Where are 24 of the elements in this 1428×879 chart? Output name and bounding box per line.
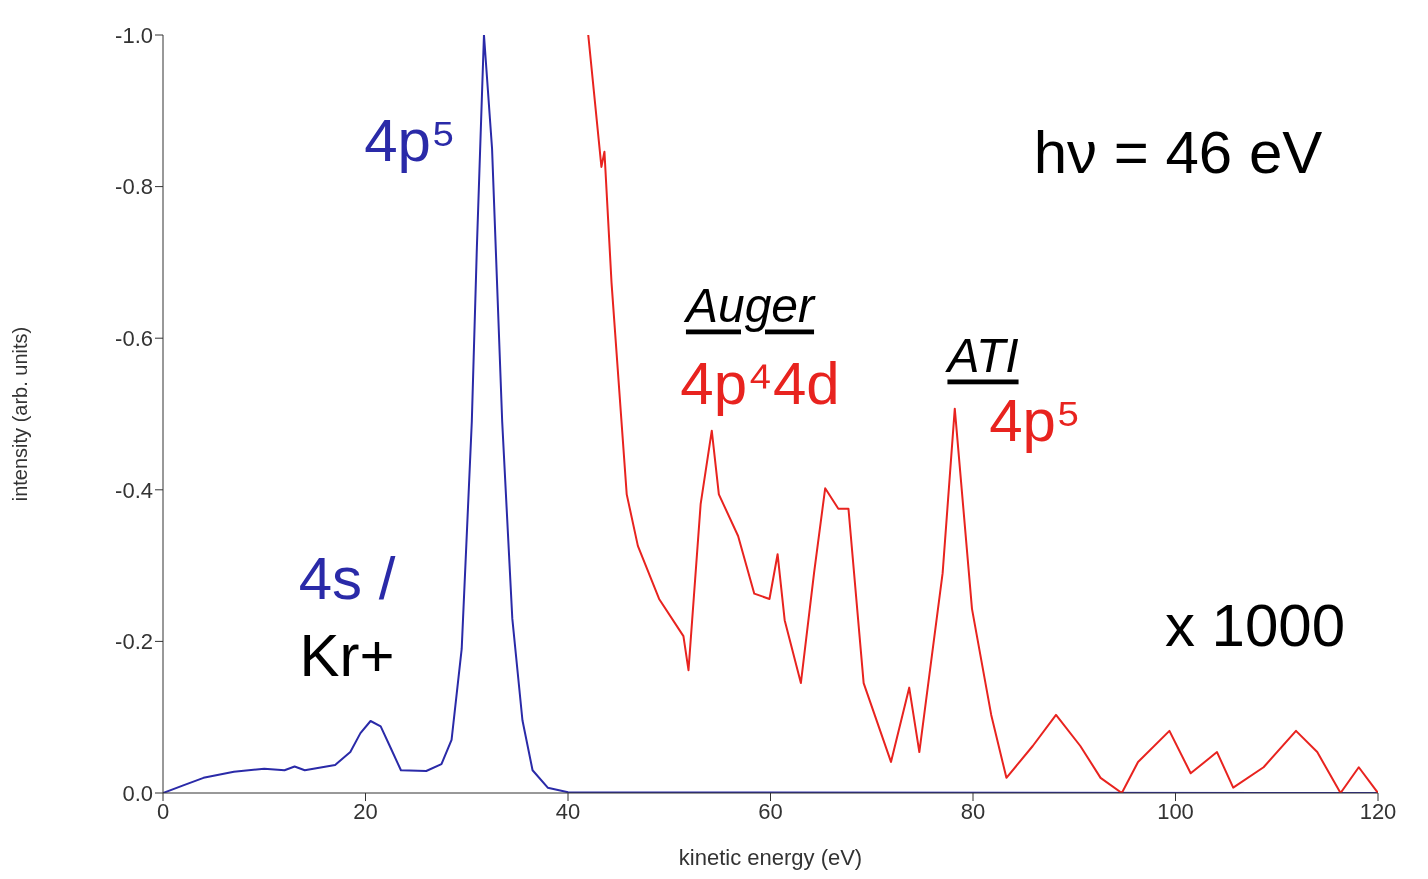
x-tick-label: 80 bbox=[960, 798, 986, 824]
y-tick-label: 0.0 bbox=[122, 780, 153, 806]
x-tick-label: 100 bbox=[1157, 798, 1194, 824]
x-axis-title: kinetic energy (eV) bbox=[678, 845, 863, 870]
x-tick-label: 0 bbox=[156, 798, 170, 824]
x-tick-label: 40 bbox=[555, 798, 581, 824]
y-tick-label: -0.2 bbox=[115, 629, 153, 655]
y-tick-label: -1.0 bbox=[115, 22, 153, 48]
annotation: 4p⁵ bbox=[364, 106, 456, 174]
x-tick-label: 60 bbox=[758, 798, 783, 824]
annotation: hν = 46 eV bbox=[1033, 118, 1323, 186]
annotation: 4p⁴4d bbox=[680, 349, 840, 417]
annotation: Kr+ bbox=[299, 621, 395, 689]
x-tick-label: 20 bbox=[353, 798, 378, 824]
annotation: 4s / bbox=[298, 544, 396, 612]
y-tick-label: -0.6 bbox=[115, 326, 153, 352]
y-axis-title: intensity (arb. units) bbox=[9, 326, 32, 502]
line-series bbox=[587, 35, 1378, 793]
y-tick-label: -0.8 bbox=[115, 174, 153, 200]
annotation: 4p⁵ bbox=[989, 386, 1081, 454]
annotation: x 1000 bbox=[1164, 591, 1346, 659]
x-tick-label: 120 bbox=[1359, 798, 1397, 824]
annotation: ATI bbox=[944, 328, 1019, 382]
y-tick-label: -0.4 bbox=[115, 477, 153, 503]
